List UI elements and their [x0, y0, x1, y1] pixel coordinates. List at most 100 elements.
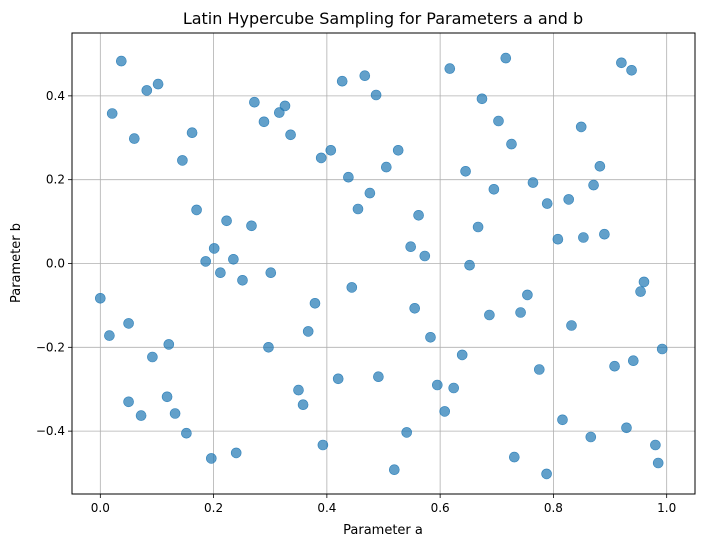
data-point	[588, 179, 599, 191]
data-point	[594, 161, 606, 172]
data-point	[249, 96, 260, 108]
data-point	[230, 447, 242, 459]
data-point	[104, 330, 115, 341]
data-point	[237, 274, 248, 286]
data-point	[161, 391, 173, 403]
data-point	[488, 184, 500, 195]
data-point	[177, 155, 188, 166]
data-point	[215, 267, 226, 279]
data-point	[116, 55, 127, 67]
data-point	[585, 431, 597, 443]
data-point	[302, 326, 314, 337]
data-point	[263, 341, 274, 353]
data-point	[444, 63, 456, 74]
data-point	[541, 198, 553, 209]
data-point	[265, 267, 277, 279]
data-point	[484, 309, 495, 321]
data-point	[123, 396, 134, 408]
axis-ticks: 0.0 0.2 0.4 0.6 0.8 1.0 −0.4 −0.2 0.0 0.2 0.4	[36, 89, 676, 515]
data-point	[448, 382, 460, 394]
chart-title: Latin Hypercube Sampling for Parameters …	[183, 9, 583, 28]
data-point	[541, 468, 552, 480]
x-tick-label: 0.2	[204, 501, 223, 515]
data-point	[616, 57, 627, 69]
data-point	[352, 203, 364, 215]
data-point	[380, 161, 392, 173]
data-point	[460, 166, 471, 177]
data-point	[401, 427, 413, 438]
data-point	[566, 320, 577, 331]
data-point	[370, 89, 382, 101]
data-point	[563, 194, 575, 205]
data-point	[650, 439, 661, 451]
data-point	[200, 256, 211, 267]
x-tick-label: 1.0	[657, 501, 676, 515]
data-point	[364, 187, 376, 199]
data-point	[515, 307, 526, 318]
data-point	[493, 115, 504, 127]
data-point	[626, 65, 637, 76]
data-point	[652, 457, 664, 469]
y-tick-label: 0.0	[46, 257, 65, 271]
data-point	[208, 243, 220, 254]
data-point	[95, 292, 106, 304]
data-point	[279, 100, 291, 112]
x-tick-label: 0.8	[544, 501, 563, 515]
data-point	[392, 145, 404, 156]
data-point	[405, 241, 417, 252]
data-point	[627, 355, 639, 367]
data-point	[508, 451, 520, 463]
data-point	[388, 464, 400, 476]
data-point	[431, 379, 443, 391]
data-point	[186, 127, 198, 138]
data-point	[609, 360, 620, 372]
data-point	[409, 302, 421, 314]
y-axis-label: Parameter b	[9, 223, 24, 303]
data-point	[439, 406, 451, 417]
data-point	[336, 75, 348, 87]
data-point	[206, 453, 217, 464]
data-point	[621, 422, 632, 434]
data-point	[552, 233, 564, 245]
data-point	[373, 371, 384, 383]
data-point	[638, 276, 650, 288]
data-point	[191, 204, 202, 216]
data-point	[246, 220, 257, 232]
data-point	[557, 414, 568, 426]
x-tick-label: 0.4	[317, 501, 336, 515]
data-point	[425, 331, 436, 343]
data-point	[325, 145, 337, 156]
data-points	[95, 52, 668, 480]
data-point	[500, 52, 512, 64]
data-point	[359, 70, 371, 81]
data-point	[181, 427, 192, 439]
data-point	[135, 410, 147, 421]
data-point	[169, 408, 181, 419]
y-tick-label: −0.2	[36, 340, 65, 354]
data-point	[147, 351, 158, 363]
data-point	[533, 364, 545, 375]
data-point	[578, 232, 589, 243]
data-point	[106, 108, 118, 119]
y-tick-label: 0.4	[46, 89, 65, 103]
data-point	[575, 121, 587, 133]
x-axis-label: Parameter a	[343, 523, 423, 538]
data-point	[456, 349, 468, 361]
data-point	[413, 210, 424, 221]
data-point	[472, 221, 484, 233]
data-point	[419, 250, 431, 262]
data-point	[163, 339, 175, 350]
data-point	[599, 228, 610, 240]
data-point	[293, 384, 304, 396]
data-point	[346, 282, 358, 293]
data-point	[476, 93, 488, 105]
data-point	[123, 318, 134, 329]
data-point	[522, 289, 533, 301]
x-tick-label: 0.0	[91, 501, 110, 515]
data-point	[309, 297, 321, 309]
data-point	[343, 171, 354, 183]
y-tick-label: −0.4	[36, 424, 65, 438]
data-point	[285, 129, 296, 141]
